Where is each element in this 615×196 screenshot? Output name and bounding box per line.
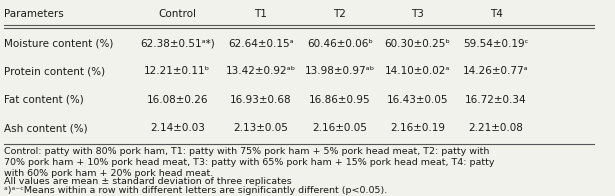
Text: 14.26±0.77ᵃ: 14.26±0.77ᵃ (463, 66, 529, 76)
Text: Parameters: Parameters (4, 9, 64, 19)
Text: 16.93±0.68: 16.93±0.68 (230, 95, 292, 105)
Text: 60.46±0.06ᵇ: 60.46±0.06ᵇ (307, 39, 373, 49)
Text: ᵃ)ᵃ⁻ᶜMeans within a row with different letters are significantly different (p<0.: ᵃ)ᵃ⁻ᶜMeans within a row with different l… (4, 186, 387, 195)
Text: T3: T3 (411, 9, 424, 19)
Text: 2.13±0.05: 2.13±0.05 (233, 123, 288, 133)
Text: with 60% pork ham + 20% pork head meat.: with 60% pork ham + 20% pork head meat. (4, 169, 213, 178)
Text: 62.64±0.15ᵃ: 62.64±0.15ᵃ (228, 39, 293, 49)
Text: 16.43±0.05: 16.43±0.05 (387, 95, 448, 105)
Text: Control: Control (158, 9, 196, 19)
Text: 13.42±0.92ᵃᵇ: 13.42±0.92ᵃᵇ (226, 66, 296, 76)
Text: 13.98±0.97ᵃᵇ: 13.98±0.97ᵃᵇ (305, 66, 375, 76)
Text: 12.21±0.11ᵇ: 12.21±0.11ᵇ (144, 66, 210, 76)
Text: Fat content (%): Fat content (%) (4, 95, 84, 105)
Text: T1: T1 (254, 9, 267, 19)
Text: 2.16±0.05: 2.16±0.05 (312, 123, 367, 133)
Text: 16.08±0.26: 16.08±0.26 (146, 95, 208, 105)
Text: Protein content (%): Protein content (%) (4, 66, 106, 76)
Text: 2.16±0.19: 2.16±0.19 (390, 123, 445, 133)
Text: T2: T2 (333, 9, 346, 19)
Text: 70% pork ham + 10% pork head meat, T3: patty with 65% pork ham + 15% pork head m: 70% pork ham + 10% pork head meat, T3: p… (4, 158, 495, 167)
Text: 2.14±0.03: 2.14±0.03 (150, 123, 205, 133)
Text: 2.21±0.08: 2.21±0.08 (469, 123, 523, 133)
Text: 14.10±0.02ᵃ: 14.10±0.02ᵃ (385, 66, 450, 76)
Text: 16.72±0.34: 16.72±0.34 (465, 95, 527, 105)
Text: 62.38±0.51ᵃ*): 62.38±0.51ᵃ*) (140, 39, 215, 49)
Text: Ash content (%): Ash content (%) (4, 123, 88, 133)
Text: Control: patty with 80% pork ham, T1: patty with 75% pork ham + 5% pork head mea: Control: patty with 80% pork ham, T1: pa… (4, 147, 490, 156)
Text: 59.54±0.19ᶜ: 59.54±0.19ᶜ (463, 39, 529, 49)
Text: Moisture content (%): Moisture content (%) (4, 39, 114, 49)
Text: 16.86±0.95: 16.86±0.95 (309, 95, 371, 105)
Text: All values are mean ± standard deviation of three replicates: All values are mean ± standard deviation… (4, 177, 292, 186)
Text: T4: T4 (490, 9, 502, 19)
Text: 60.30±0.25ᵇ: 60.30±0.25ᵇ (384, 39, 450, 49)
